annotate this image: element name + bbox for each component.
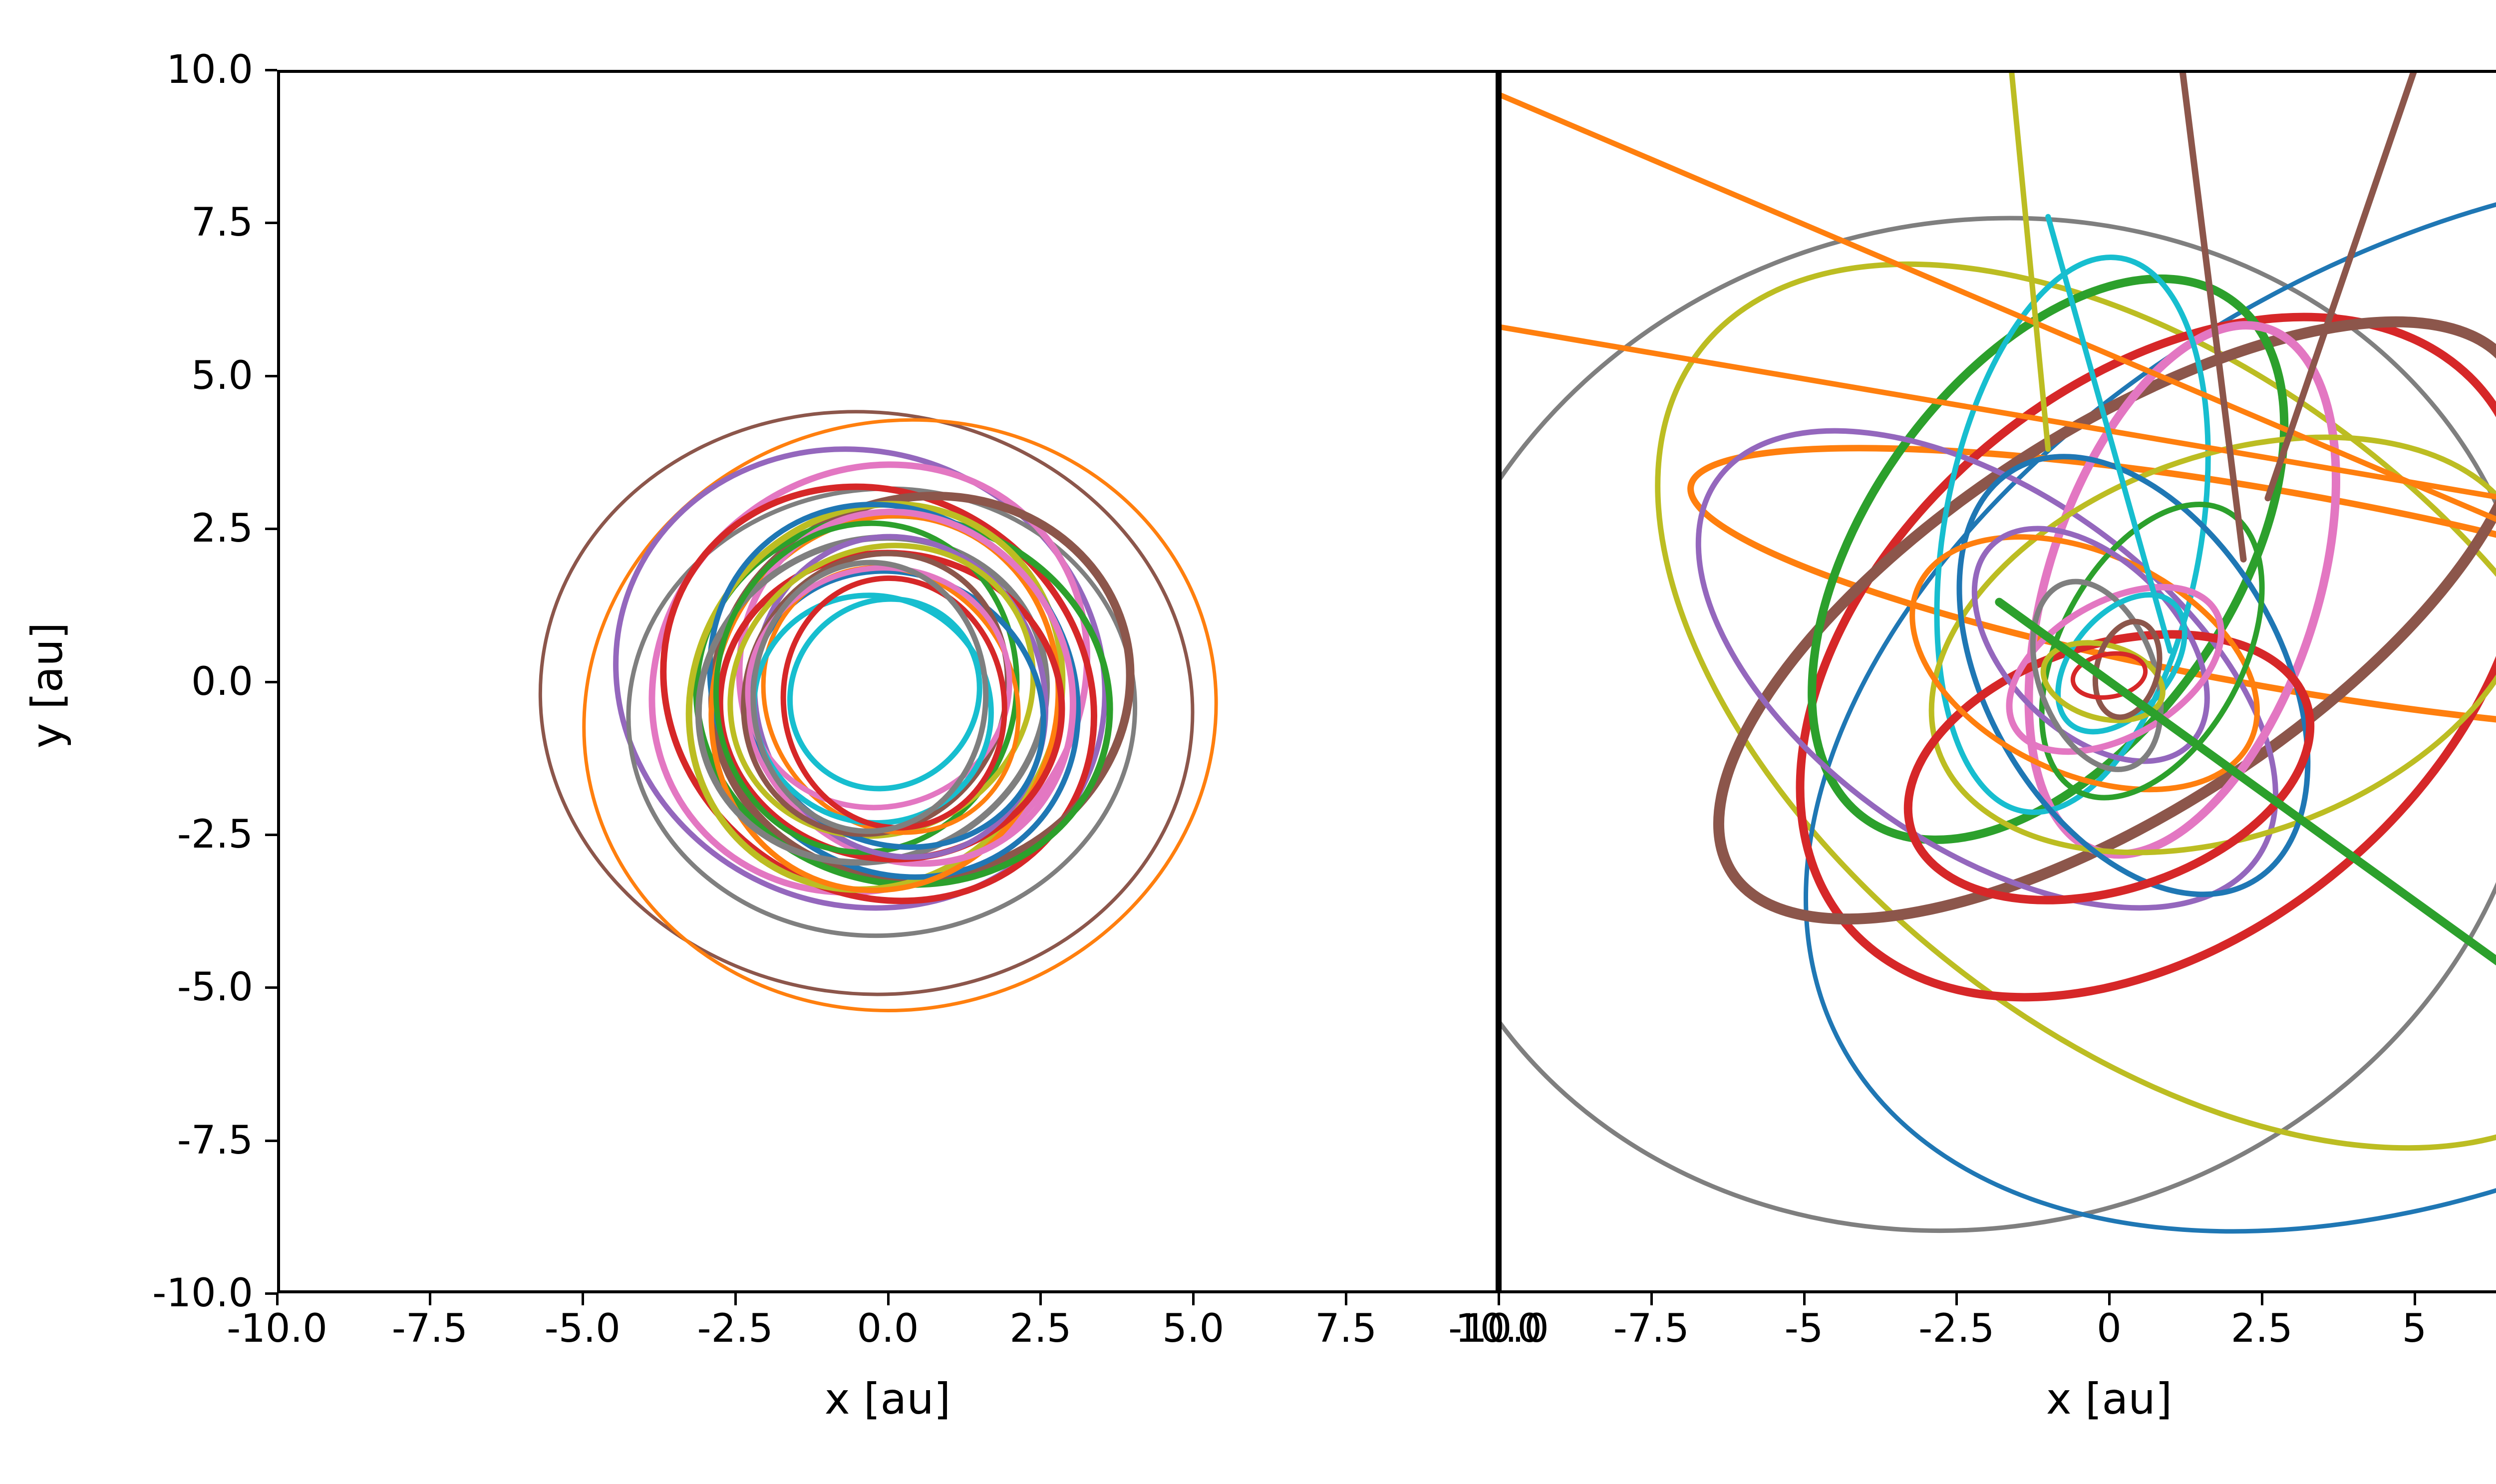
- y-tick-mark: [265, 1139, 277, 1142]
- y-tick-label: 7.5: [191, 200, 253, 246]
- left-orbit-panel: [277, 70, 1499, 1293]
- orbit-escape-path: [1499, 91, 2496, 522]
- orbit-path: [2039, 502, 2265, 801]
- x-tick-label: -7.5: [1613, 1306, 1689, 1351]
- x-tick-mark: [2108, 1293, 2111, 1305]
- x-tick-mark: [734, 1293, 737, 1305]
- orbit-path: [2006, 584, 2224, 755]
- y-tick-mark: [265, 1292, 277, 1295]
- x-tick-label: 5: [2402, 1306, 2427, 1351]
- y-tick-label: -10.0: [152, 1271, 253, 1316]
- y-tick-mark: [265, 833, 277, 836]
- orbit-path: [538, 410, 1195, 996]
- x-tick-mark: [2260, 1293, 2263, 1305]
- x-tick-label: -10.0: [1448, 1306, 1549, 1351]
- y-tick-label: 2.5: [191, 506, 253, 552]
- orbit-path: [780, 575, 1007, 831]
- right-orbit-panel: [1499, 70, 2496, 1293]
- left-x-axis-label: x [au]: [824, 1374, 951, 1424]
- x-tick-mark: [1955, 1293, 1958, 1305]
- x-tick-mark: [276, 1293, 279, 1305]
- x-tick-mark: [1039, 1293, 1042, 1305]
- orbit-path: [2040, 640, 2166, 723]
- y-tick-mark: [265, 222, 277, 225]
- y-tick-label: -5.0: [177, 965, 253, 1010]
- y-tick-mark: [265, 528, 277, 531]
- y-tick-mark: [265, 986, 277, 989]
- orbit-path: [582, 418, 1218, 1012]
- x-tick-mark: [1803, 1293, 1806, 1305]
- x-tick-mark: [1650, 1293, 1653, 1305]
- right-orbit-canvas: [1499, 70, 2496, 1234]
- y-tick-mark: [265, 680, 277, 683]
- orbit-path: [1713, 316, 2496, 925]
- orbit-escape-path: [1499, 324, 2496, 500]
- x-tick-label: 2.5: [2230, 1306, 2293, 1351]
- orbit-path: [745, 565, 1012, 811]
- x-tick-label: 0: [2097, 1306, 2122, 1351]
- orbit-path: [787, 596, 982, 792]
- orbit-escape-path: [2264, 70, 2418, 502]
- x-tick-mark: [2413, 1293, 2416, 1305]
- orbit-path: [1655, 261, 2496, 1151]
- orbit-escape-path: [2045, 214, 2173, 654]
- orbit-path: [1934, 255, 2211, 815]
- x-tick-label: 10.0: [1455, 1306, 1542, 1351]
- x-tick-mark: [887, 1293, 890, 1305]
- right-x-axis-label: x [au]: [2046, 1374, 2173, 1424]
- x-tick-label: -10.0: [227, 1306, 327, 1351]
- x-tick-label: 2.5: [1009, 1306, 1072, 1351]
- y-tick-mark: [265, 374, 277, 377]
- orbit-path: [713, 520, 1020, 855]
- x-tick-label: 7.5: [1315, 1306, 1377, 1351]
- y-tick-label: 10.0: [166, 47, 253, 92]
- x-tick-label: -7.5: [391, 1306, 468, 1351]
- y-tick-label: 0.0: [191, 659, 253, 704]
- orbit-path: [1808, 274, 2289, 844]
- orbit-path: [2070, 651, 2148, 700]
- x-tick-label: -5: [1784, 1306, 1824, 1351]
- x-tick-mark: [428, 1293, 431, 1305]
- x-tick-label: -5.0: [544, 1306, 621, 1351]
- x-tick-mark: [581, 1293, 584, 1305]
- left-y-axis-label: y [au]: [22, 622, 72, 749]
- y-tick-label: -2.5: [177, 812, 253, 857]
- orbit-path: [1803, 166, 2496, 1234]
- orbit-path: [750, 560, 989, 834]
- x-tick-mark: [1498, 1293, 1500, 1305]
- x-tick-mark: [1498, 1293, 1500, 1305]
- orbit-path: [1687, 445, 2496, 735]
- orbit-escape-path: [2008, 70, 2051, 452]
- orbit-escape-path: [2179, 70, 2247, 563]
- x-tick-mark: [1345, 1293, 1348, 1305]
- orbit-path: [2055, 592, 2187, 735]
- orbit-path: [1695, 428, 2279, 911]
- orbit-escape-path: [1995, 597, 2496, 966]
- orbit-group: [538, 410, 1218, 1012]
- left-orbit-canvas: [538, 410, 1218, 1012]
- y-tick-label: 5.0: [191, 353, 253, 398]
- y-tick-label: -7.5: [177, 1118, 253, 1163]
- x-tick-label: -2.5: [1918, 1306, 1995, 1351]
- orbit-path: [751, 534, 1049, 860]
- y-tick-mark: [265, 69, 277, 71]
- orbit-path: [2092, 618, 2163, 720]
- x-tick-mark: [1192, 1293, 1195, 1305]
- x-tick-label: 0.0: [857, 1306, 919, 1351]
- x-tick-label: -2.5: [697, 1306, 773, 1351]
- x-tick-label: 5.0: [1162, 1306, 1225, 1351]
- orbit-path: [2030, 579, 2164, 772]
- orbit-group: [1499, 70, 2496, 1234]
